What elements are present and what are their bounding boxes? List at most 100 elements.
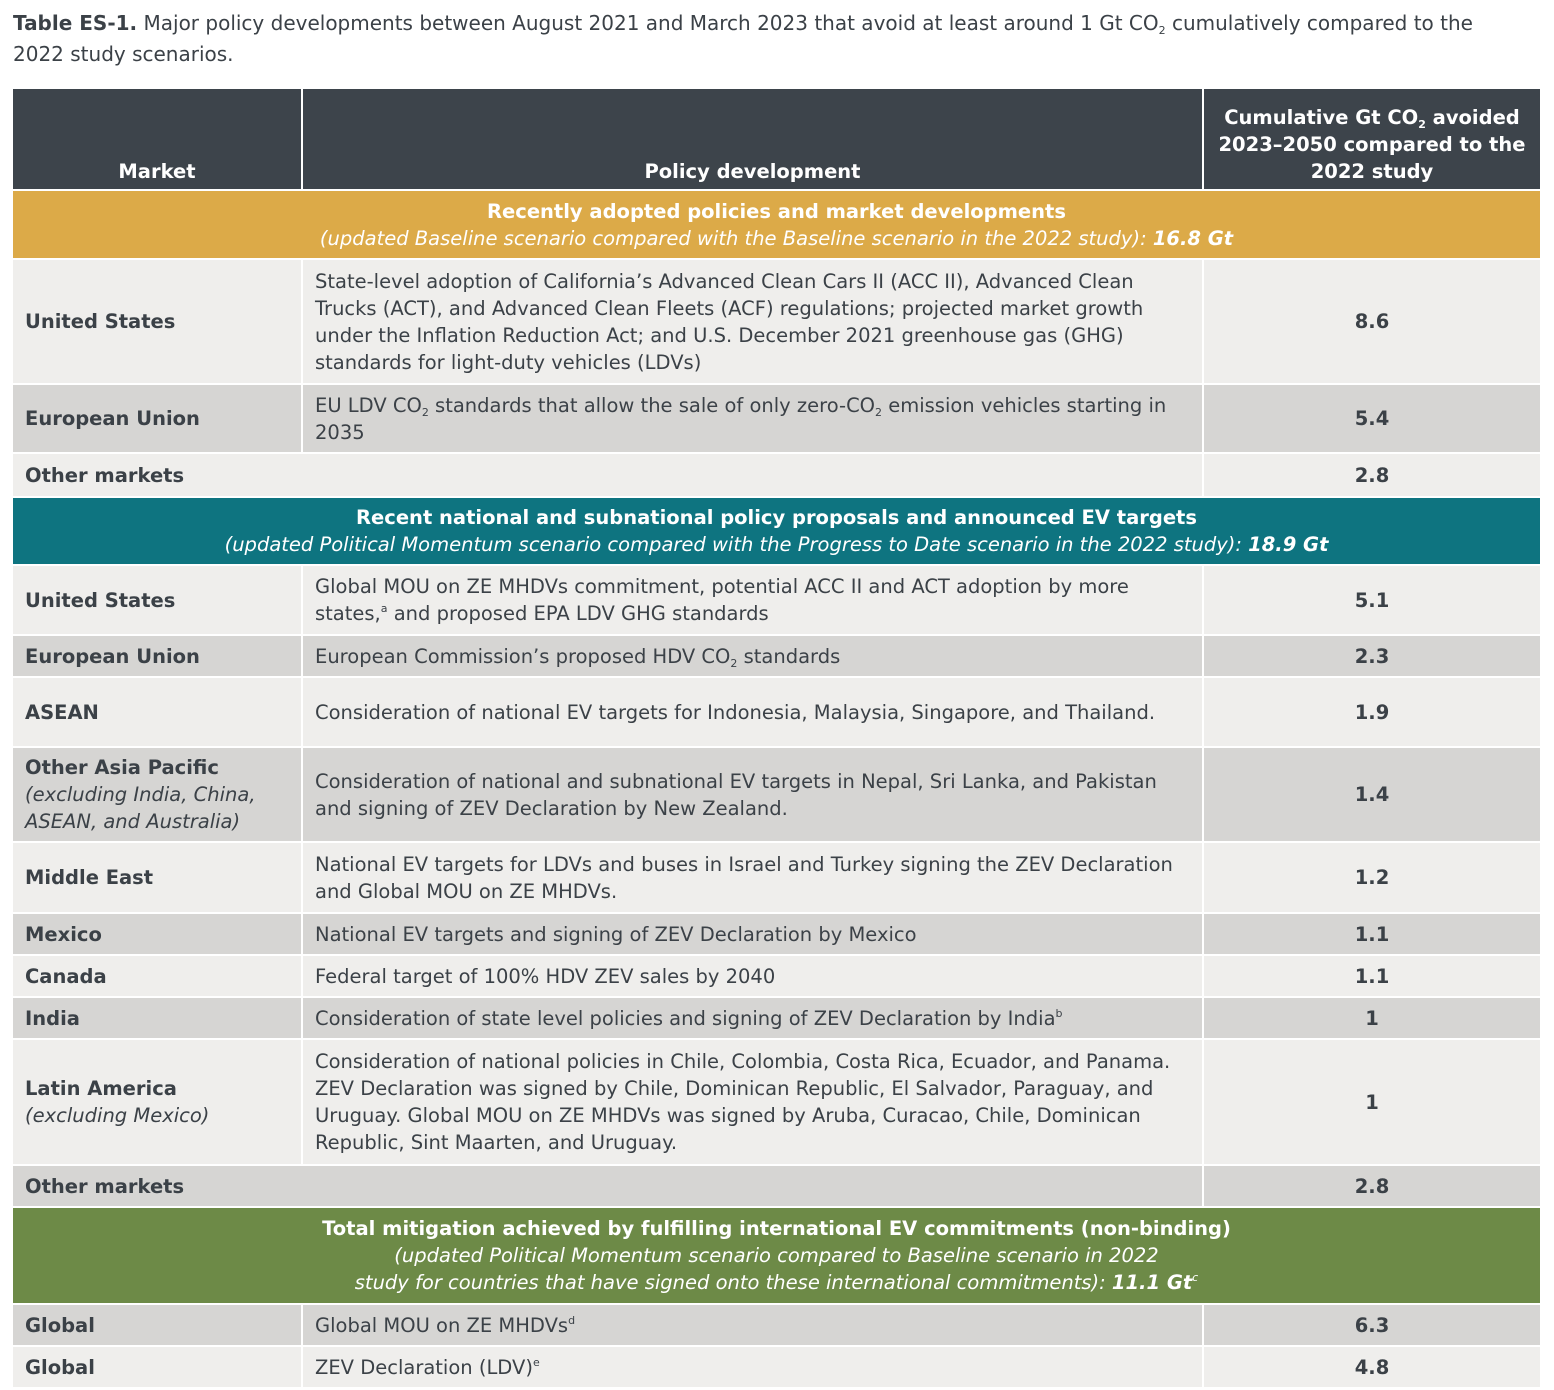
market-cell: Canada [13, 954, 302, 997]
footnote-marker: e [532, 1355, 540, 1369]
policy-text: Global MOU on ZE MHDVs [315, 1313, 569, 1337]
table-row: European Union European Commission’s pro… [13, 634, 1540, 677]
value-cell: 4.8 [1202, 1345, 1540, 1387]
policy-text: emission vehicles starting in 2035 [315, 393, 1167, 444]
value-cell: 1 [1202, 996, 1540, 1039]
section-total: 11.1 Gt [1111, 1271, 1193, 1294]
market-cell: European Union [13, 634, 302, 677]
value-cell: 5.4 [1202, 383, 1540, 453]
table-row: Canada Federal target of 100% HDV ZEV sa… [13, 954, 1540, 997]
table-row: India Consideration of state level polic… [13, 996, 1540, 1039]
policy-cell: Global MOU on ZE MHDVs commitment, poten… [301, 564, 1203, 635]
section-title: Total mitigation achieved by fulfilling … [322, 1217, 1231, 1240]
table-row: Global Global MOU on ZE MHDVsd 6.3 [13, 1303, 1540, 1346]
table-row: United States Global MOU on ZE MHDVs com… [13, 564, 1540, 635]
value-cell: 1.1 [1202, 954, 1540, 997]
market-cell: Global [13, 1303, 302, 1346]
value-cell: 1.4 [1202, 746, 1540, 842]
section-header-proposals: Recent national and subnational policy p… [13, 496, 1540, 565]
caption-label: Table ES-1. [13, 11, 138, 35]
policy-cell: National EV targets for LDVs and buses i… [301, 841, 1203, 913]
section-header-adopted: Recently adopted policies and market dev… [13, 189, 1540, 259]
policy-cell: State-level adoption of California’s Adv… [301, 258, 1203, 384]
policy-text: Consideration of state level policies an… [315, 1006, 1056, 1030]
header-text: avoided 2023–2050 compared to the 2022 s… [1218, 106, 1526, 183]
value-cell: 1.1 [1202, 912, 1540, 955]
policy-text: Global MOU on ZE MHDVs commitment, poten… [315, 575, 1129, 625]
table-row: Other markets 2.8 [13, 1164, 1540, 1207]
market-cell: ASEAN [13, 676, 302, 747]
value-cell: 2.8 [1202, 452, 1540, 497]
policy-text: standards [737, 644, 841, 668]
section-total: 16.8 Gt [1152, 226, 1234, 250]
value-cell: 1 [1202, 1038, 1540, 1165]
policy-cell: National EV targets and signing of ZEV D… [301, 912, 1203, 955]
market-note: (excluding India, China, ASEAN, and Aust… [25, 783, 256, 833]
table-row: Middle East National EV targets for LDVs… [13, 841, 1540, 913]
table-caption: Table ES-1. Major policy developments be… [13, 8, 1513, 70]
subscript: 2 [1158, 24, 1166, 37]
market-name: Latin America [25, 1077, 177, 1100]
section-subtitle: (updated Baseline scenario compared with… [25, 225, 1528, 252]
market-note: (excluding Mexico) [25, 1104, 210, 1127]
policy-cell: Consideration of national and subnationa… [301, 746, 1203, 842]
market-cell: United States [13, 258, 302, 384]
subscript: 2 [730, 656, 738, 670]
market-cell: United States [13, 564, 302, 635]
policy-cell: ZEV Declaration (LDV)e [301, 1345, 1203, 1387]
market-name: Other Asia Pacific [25, 756, 219, 779]
section-title-cell: Recent national and subnational policy p… [13, 496, 1540, 565]
policy-table: Market Policy development Cumulative Gt … [13, 87, 1540, 1387]
subscript: 2 [421, 405, 429, 419]
policy-cell: Global MOU on ZE MHDVsd [301, 1303, 1203, 1346]
header-text: Cumulative Gt CO [1224, 106, 1419, 129]
table-row: United States State-level adoption of Ca… [13, 258, 1540, 384]
value-cell: 6.3 [1202, 1303, 1540, 1346]
value-cell: 2.3 [1202, 634, 1540, 677]
value-cell: 1.9 [1202, 676, 1540, 747]
section-total: 18.9 Gt [1248, 533, 1329, 556]
section-title-cell: Recently adopted policies and market dev… [13, 189, 1540, 259]
caption-text: cumulatively compared to the 2022 study … [13, 11, 1473, 66]
market-cell: Other markets [13, 1164, 1203, 1207]
market-cell: Middle East [13, 841, 302, 913]
market-cell: Latin America (excluding Mexico) [13, 1038, 302, 1165]
section-subtitle: (updated Political Momentum scenario com… [394, 1244, 1159, 1267]
subscript: 2 [875, 405, 883, 419]
caption-text: Major policy developments between August… [137, 11, 1159, 35]
market-cell: European Union [13, 383, 302, 453]
market-cell: Mexico [13, 912, 302, 955]
value-cell: 1.2 [1202, 841, 1540, 913]
subscript: 2 [1418, 118, 1426, 131]
header-market: Market [13, 87, 302, 190]
policy-cell: Consideration of state level policies an… [301, 996, 1203, 1039]
subtitle-text: (updated Political Momentum scenario com… [224, 533, 1249, 556]
policy-cell: Consideration of national policies in Ch… [301, 1038, 1203, 1165]
policy-text: EU LDV CO [315, 393, 422, 417]
table-row: Mexico National EV targets and signing o… [13, 912, 1540, 955]
header-value: Cumulative Gt CO2 avoided 2023–2050 comp… [1202, 87, 1540, 190]
table-row: ASEAN Consideration of national EV targe… [13, 676, 1540, 747]
section-subtitle: study for countries that have signed ont… [25, 1269, 1528, 1296]
footnote-marker: b [1055, 1006, 1063, 1020]
value-cell: 8.6 [1202, 258, 1540, 384]
table-row: Other Asia Pacific (excluding India, Chin… [13, 746, 1540, 842]
footnote-marker: a [380, 602, 388, 615]
table-row: European Union EU LDV CO2 standards that… [13, 383, 1540, 453]
footnote-marker: c [1192, 1271, 1199, 1284]
footnote-marker: d [568, 1313, 576, 1327]
table-row: Latin America (excluding Mexico) Consider… [13, 1038, 1540, 1165]
policy-text: ZEV Declaration (LDV) [315, 1355, 533, 1379]
policy-text: standards that allow the sale of only ze… [428, 393, 876, 417]
section-title: Recently adopted policies and market dev… [487, 199, 1066, 223]
policy-cell: EU LDV CO2 standards that allow the sale… [301, 383, 1203, 453]
market-cell: India [13, 996, 302, 1039]
market-cell: Other Asia Pacific (excluding India, Chin… [13, 746, 302, 842]
value-cell: 2.8 [1202, 1164, 1540, 1207]
market-cell: Global [13, 1345, 302, 1387]
section-subtitle: (updated Political Momentum scenario com… [25, 531, 1528, 558]
section-header-commitments: Total mitigation achieved by fulfilling … [13, 1206, 1540, 1304]
table-row: Global ZEV Declaration (LDV)e 4.8 [13, 1345, 1540, 1387]
header-policy: Policy development [301, 87, 1203, 190]
section-title-cell: Total mitigation achieved by fulfilling … [13, 1206, 1540, 1304]
